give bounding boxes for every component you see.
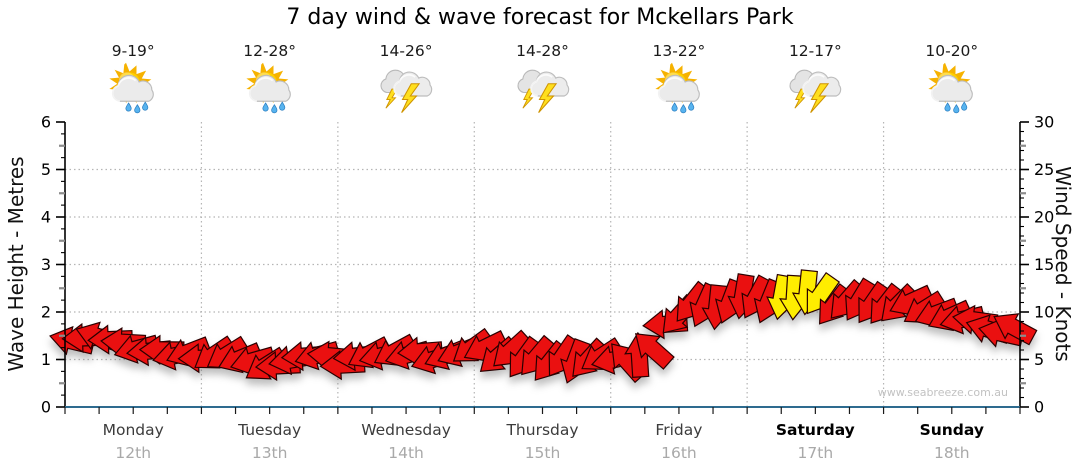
right-tick-10: 10 <box>1034 303 1054 322</box>
left-tick-5: 5 <box>41 160 51 179</box>
raindrops-icon <box>262 101 285 114</box>
day-label-wednesday: Wednesday <box>361 421 451 439</box>
cloud-icon <box>930 74 973 103</box>
page-title: 7 day wind & wave forecast for Mckellars… <box>286 5 794 30</box>
date-label-16th: 16th <box>661 444 697 462</box>
right-tick-5: 5 <box>1034 350 1044 369</box>
axes <box>56 121 1029 414</box>
temp-range-sunday: 10-20° <box>925 42 979 60</box>
sun-cloud-rain-icon <box>242 62 298 116</box>
lightning-icon <box>537 83 557 113</box>
storm-icon <box>378 62 434 116</box>
right-tick-0: 0 <box>1034 398 1044 417</box>
lightning-icon <box>810 83 830 113</box>
sun-cloud-rain-icon <box>105 62 161 116</box>
left-tick-1: 1 <box>41 350 51 369</box>
date-label-12th: 12th <box>115 444 152 462</box>
day-label-thursday: Thursday <box>506 421 579 439</box>
temp-range-thursday: 14-28° <box>516 42 569 60</box>
axis-tick-labels: 0 1 2 3 4 5 6 0 5 10 15 20 25 30 <box>41 113 1055 417</box>
sun-cloud-rain-icon <box>924 62 980 116</box>
date-label-13th: 13th <box>251 444 288 462</box>
left-tick-2: 2 <box>41 303 51 322</box>
left-axis-title: Wave Height - Metres <box>4 156 28 372</box>
date-label-17th: 17th <box>797 444 834 462</box>
day-label-friday: Friday <box>655 421 703 439</box>
raindrops-icon <box>125 101 149 114</box>
temp-range-friday: 13-22° <box>652 42 706 60</box>
day-label-sunday: Sunday <box>919 421 984 439</box>
day-label-saturday: Saturday <box>775 421 855 439</box>
right-tick-15: 15 <box>1034 255 1054 274</box>
temp-range-saturday: 12-17° <box>788 42 842 60</box>
cloud-icon <box>111 74 155 103</box>
day-label-monday: Monday <box>102 421 164 439</box>
wind-arrow <box>993 313 1038 346</box>
date-label-14th: 14th <box>388 444 424 462</box>
temp-range-monday: 9-19° <box>111 42 155 60</box>
right-tick-30: 30 <box>1034 113 1054 132</box>
temp-range-tuesday: 12-28° <box>243 42 297 60</box>
cloud-icon <box>248 74 291 103</box>
lightning-icon <box>401 83 421 113</box>
left-tick-4: 4 <box>41 208 51 227</box>
left-tick-6: 6 <box>41 113 51 132</box>
right-tick-25: 25 <box>1034 160 1054 179</box>
cloud-icon <box>657 74 700 103</box>
raindrops-icon <box>944 101 968 114</box>
left-tick-3: 3 <box>41 255 51 274</box>
storm-icon <box>515 62 571 116</box>
watermark: www.seabreeze.com.au <box>877 386 1008 399</box>
right-tick-20: 20 <box>1034 208 1054 227</box>
date-label-18th: 18th <box>933 444 970 462</box>
temp-range-wednesday: 14-26° <box>379 42 433 60</box>
left-tick-0: 0 <box>41 398 51 417</box>
date-label-15th: 15th <box>524 444 561 462</box>
raindrops-icon <box>671 101 695 114</box>
right-axis-title: Wind Speed - Knots <box>1051 166 1075 362</box>
sun-cloud-rain-icon <box>651 62 707 116</box>
wind-arrow <box>634 333 675 370</box>
day-label-tuesday: Tuesday <box>238 421 302 439</box>
storm-icon <box>787 62 843 116</box>
wind-arrow-band <box>49 269 1038 384</box>
